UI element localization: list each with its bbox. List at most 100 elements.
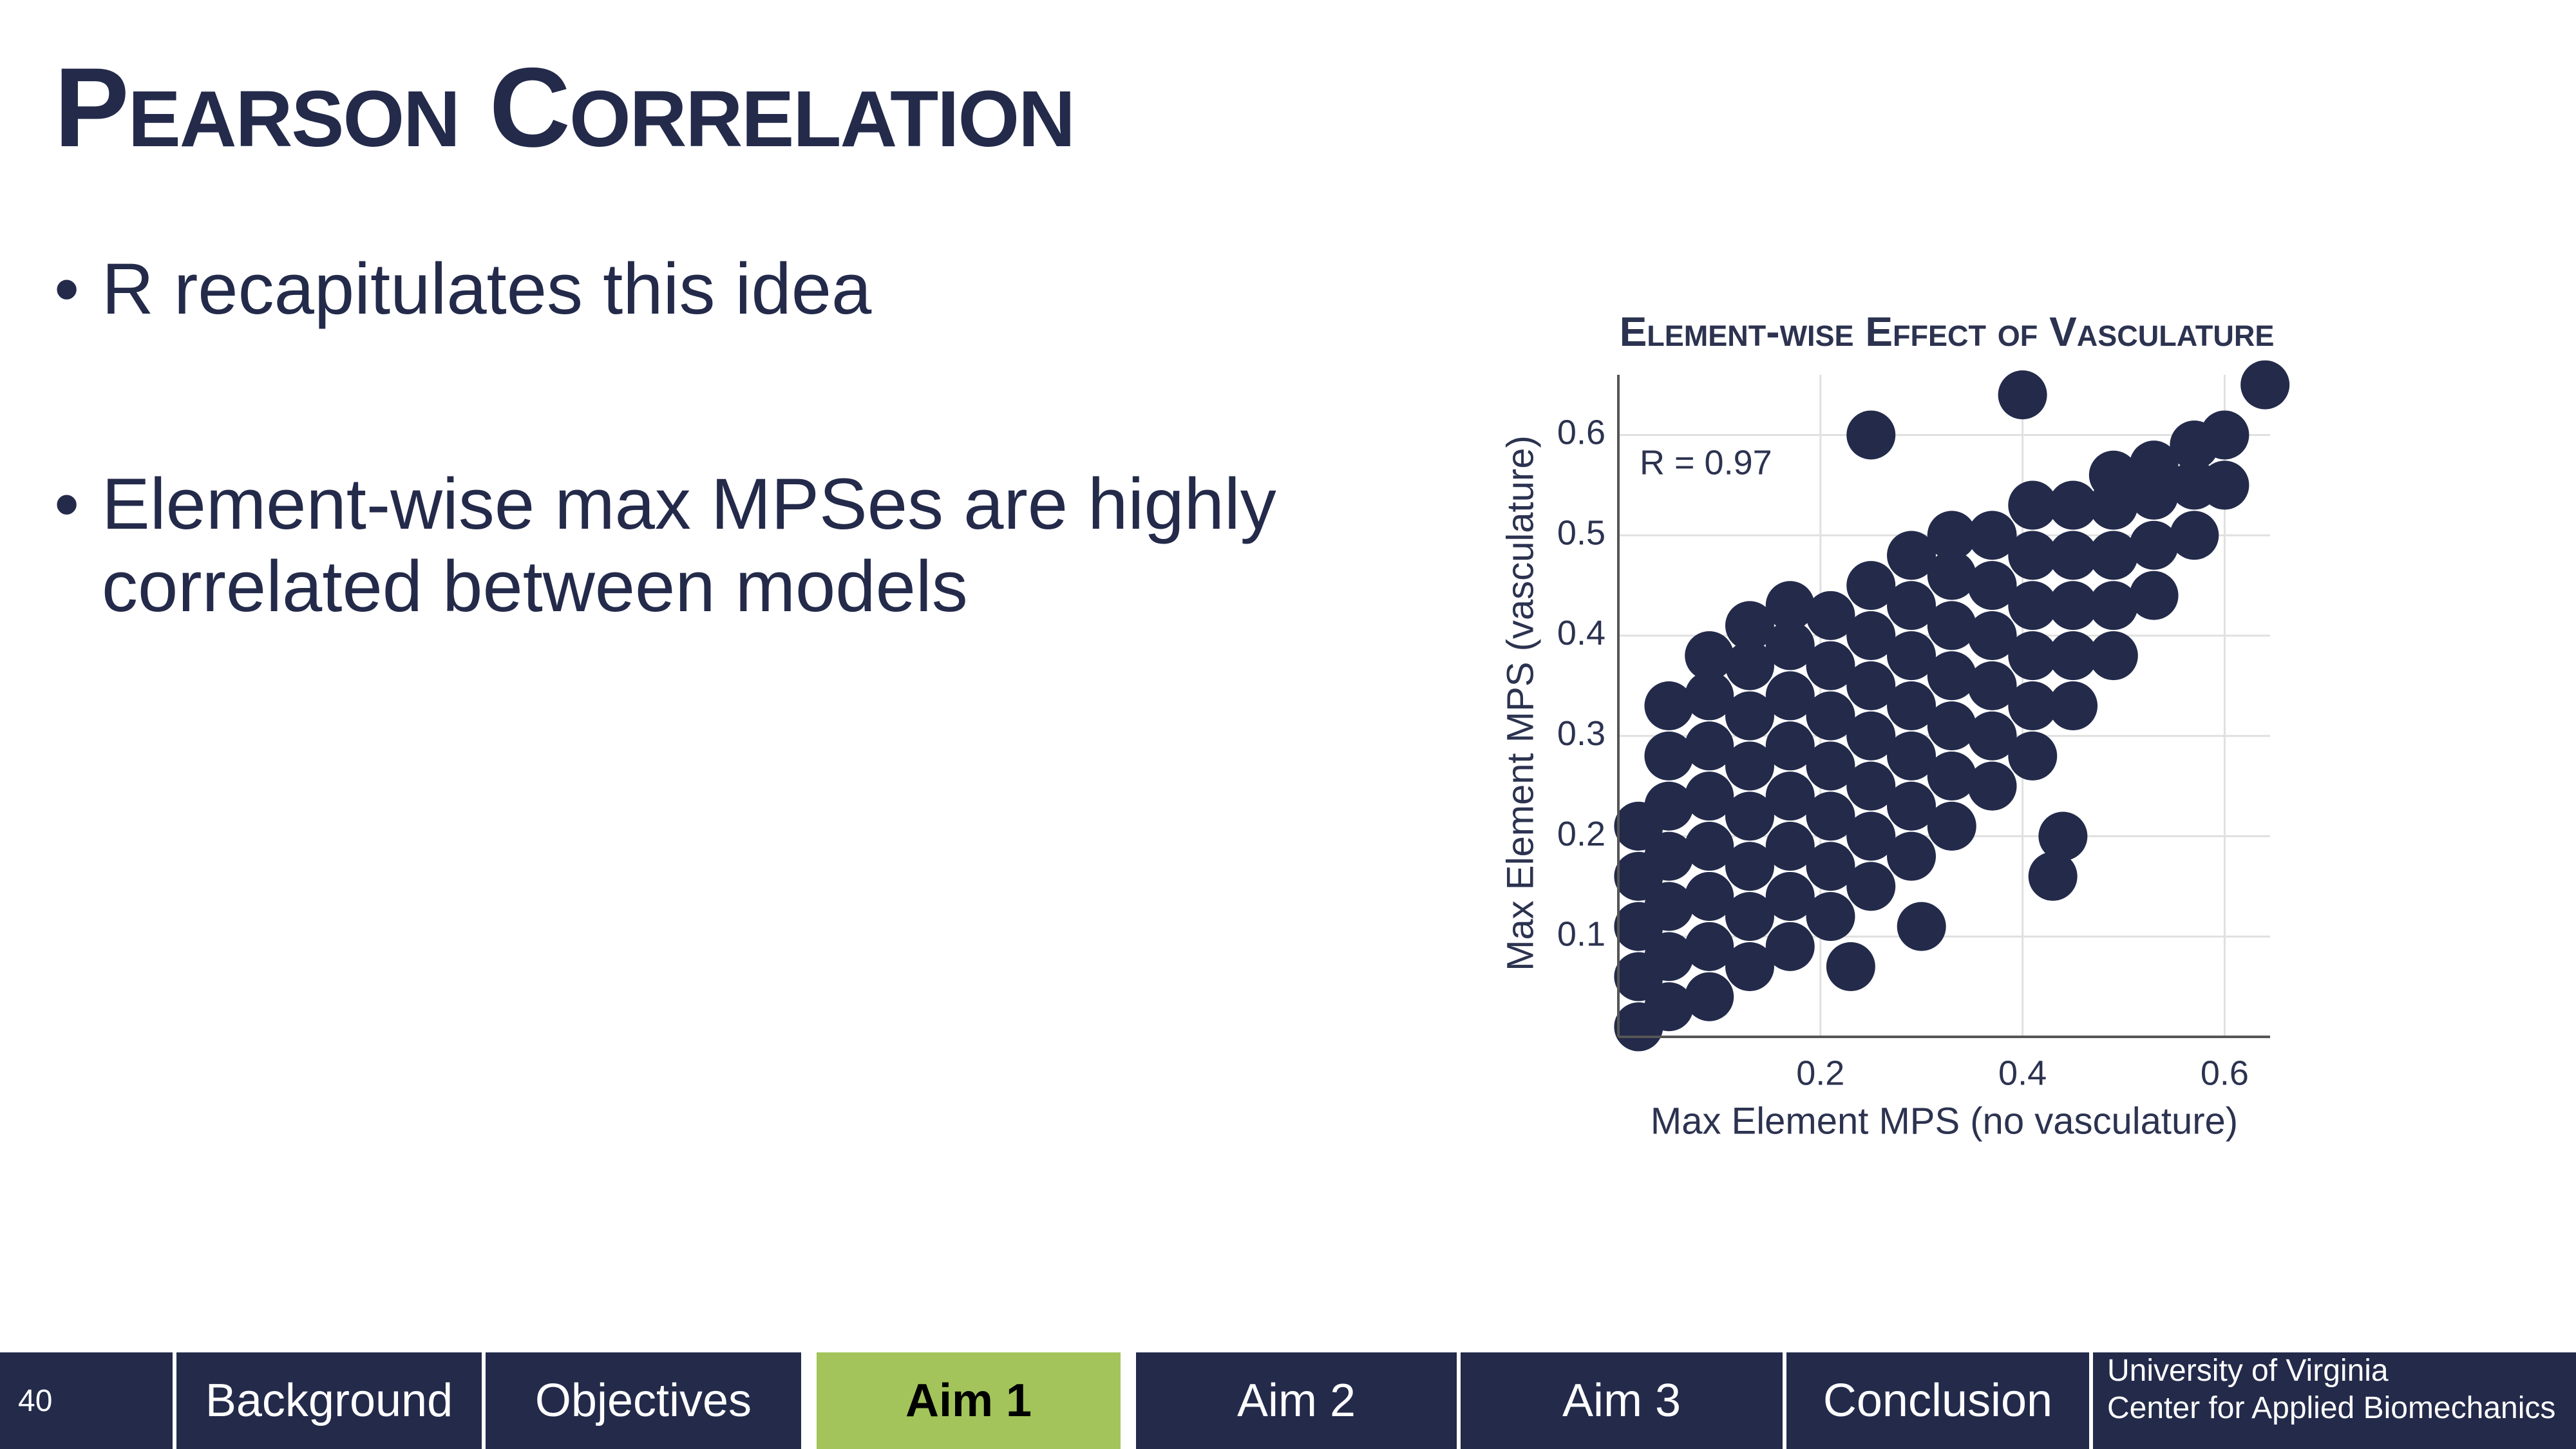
bullet-text: Element-wise max MPSes are highly correl… — [102, 464, 1276, 627]
point — [2200, 460, 2249, 510]
point — [1685, 871, 1734, 921]
point — [1846, 862, 1896, 911]
y-tick-label: 0.6 — [1557, 413, 1605, 452]
point — [1644, 681, 1694, 730]
point — [1644, 831, 1694, 881]
point — [1806, 591, 1855, 640]
point — [2008, 631, 2058, 681]
point — [1765, 871, 1815, 921]
bullet: • R recapitulates this idea — [54, 249, 872, 329]
bullet: • Element-wise max MPSes are highly corre… — [54, 463, 1278, 628]
point — [2049, 681, 2098, 730]
point — [1644, 932, 1694, 981]
point — [2008, 731, 2058, 781]
bullet-text: R recapitulates this idea — [102, 249, 872, 329]
point — [1806, 641, 1855, 690]
y-tick-label: 0.4 — [1557, 614, 1605, 652]
point — [1967, 711, 2017, 761]
point — [2008, 531, 2058, 580]
point — [1765, 671, 1815, 721]
point — [1806, 842, 1855, 891]
point — [1644, 982, 1694, 1032]
point — [1927, 801, 1976, 851]
institution: University of Virginia Center for Applie… — [2089, 1352, 2576, 1449]
point — [1765, 822, 1815, 871]
nav-tab[interactable]: Aim 3 — [1457, 1352, 1783, 1449]
point — [1765, 772, 1815, 821]
point — [2049, 480, 2098, 530]
point — [2049, 581, 2098, 630]
point — [1887, 781, 1937, 831]
point — [1846, 811, 1896, 861]
point — [1967, 761, 2017, 811]
page-number: 40 — [18, 1383, 53, 1418]
institution-line: University of Virginia — [2107, 1354, 2389, 1388]
point — [1927, 752, 1976, 801]
point — [1846, 561, 1896, 611]
point — [1765, 922, 1815, 971]
point — [1725, 791, 1774, 841]
nav-tab[interactable]: Aim 2 — [1236, 1375, 1356, 1426]
point — [2088, 531, 2138, 580]
point — [1826, 942, 1875, 991]
point — [1765, 621, 1815, 670]
point — [1806, 741, 1855, 791]
point — [2049, 631, 2098, 681]
point — [1967, 511, 2017, 560]
point — [1725, 641, 1774, 690]
footer-nav: 40 Background Objectives Aim 1 Aim 2 Aim… — [0, 1352, 2576, 1449]
point — [2240, 360, 2290, 410]
point — [2038, 811, 2088, 861]
point — [1725, 892, 1774, 942]
point — [1725, 942, 1774, 991]
nav-tab-active[interactable]: Aim 1 — [801, 1352, 1136, 1449]
point — [1685, 922, 1734, 971]
point — [1685, 721, 1734, 771]
point — [1765, 581, 1815, 630]
point — [1806, 791, 1855, 841]
chart: Element-wise Effect of Vasculature R = 0… — [1499, 308, 2290, 1142]
y-tick-label: 0.3 — [1557, 714, 1605, 753]
nav-tab[interactable]: Background — [173, 1352, 482, 1449]
point — [1725, 601, 1774, 650]
point — [1967, 661, 2017, 710]
x-tick-label: 0.4 — [1998, 1054, 2047, 1092]
point — [1897, 902, 1946, 951]
point — [2088, 581, 2138, 630]
nav-tab[interactable]: Conclusion — [1783, 1352, 2089, 1449]
point — [2049, 531, 2098, 580]
x-axis-label: Max Element MPS (no vasculature) — [1651, 1100, 2238, 1142]
point — [1846, 611, 1896, 660]
point — [1887, 581, 1937, 630]
point — [1887, 681, 1937, 730]
point — [1846, 761, 1896, 811]
point — [1927, 701, 1976, 751]
point — [1685, 671, 1734, 721]
point — [1887, 531, 1937, 580]
points — [1614, 360, 2290, 1052]
point — [1927, 551, 1976, 600]
annotation: R = 0.97 — [1640, 443, 1772, 482]
point — [1806, 691, 1855, 741]
point — [2129, 440, 2179, 490]
y-axis-label: Max Element MPS (vasculature) — [1499, 435, 1541, 971]
point — [1967, 611, 2017, 660]
y-tick-label: 0.5 — [1557, 513, 1605, 552]
point — [1927, 651, 1976, 701]
nav-tab[interactable]: Objectives — [482, 1352, 801, 1449]
point — [2008, 681, 2058, 730]
point — [1765, 721, 1815, 771]
point — [2008, 480, 2058, 530]
point — [1887, 731, 1937, 781]
point — [1967, 561, 2017, 611]
point — [2088, 631, 2138, 681]
point — [1887, 631, 1937, 681]
point — [1927, 601, 1976, 650]
institution-line: Center for Applied Biomechanics — [2107, 1391, 2556, 1425]
y-tick-label: 0.2 — [1557, 815, 1605, 853]
point — [1725, 842, 1774, 891]
point — [1998, 370, 2047, 420]
point — [1725, 691, 1774, 741]
point — [1644, 781, 1694, 831]
